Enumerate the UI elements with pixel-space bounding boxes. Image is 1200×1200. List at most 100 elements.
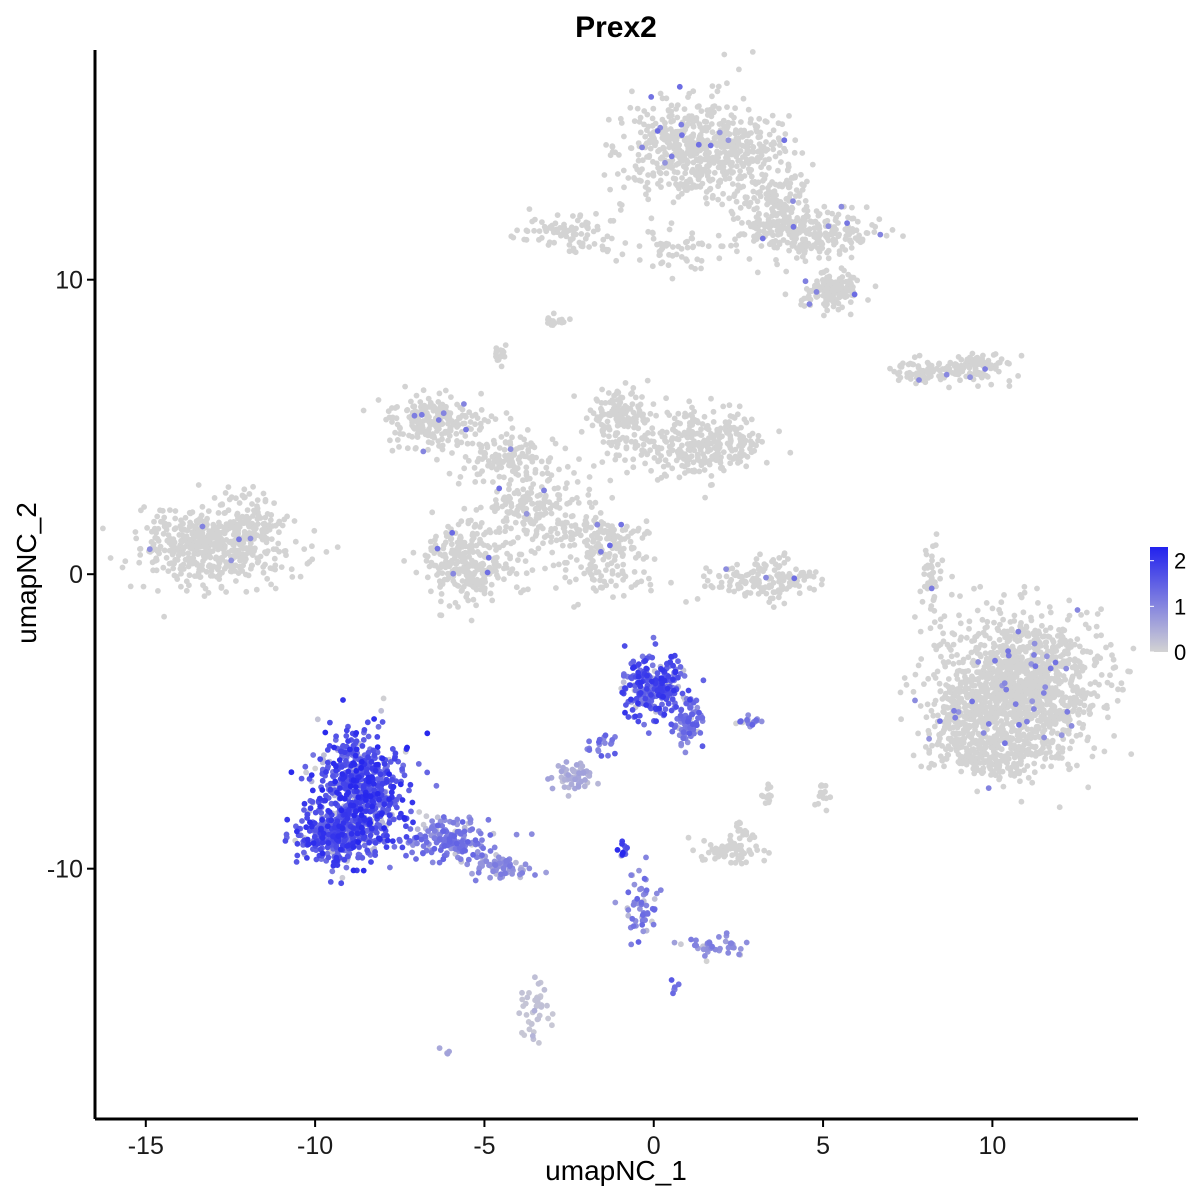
data-point [715,196,721,203]
data-point [676,185,682,192]
data-point [517,434,524,440]
data-point [570,245,577,252]
data-point [181,544,188,550]
data-point [949,573,955,580]
data-point [583,415,590,422]
data-point [809,243,816,250]
data-point [1026,687,1032,694]
data-point [1069,738,1075,745]
data-point [556,492,563,499]
data-point [165,568,172,574]
data-point [471,464,478,471]
data-point [729,565,736,572]
data-point [137,546,143,552]
data-point [793,566,799,573]
data-point [493,559,499,566]
data-point [811,225,818,232]
data-point [493,501,500,508]
data-point [535,545,542,552]
data-point [507,477,514,483]
data-point [662,120,668,126]
data-point [591,241,598,247]
data-point [983,632,989,639]
data-point [782,291,789,298]
data-point [564,463,571,470]
data-point [477,504,484,511]
data-point [551,485,558,492]
data-point [233,495,239,502]
data-point [600,439,607,445]
data-point [548,322,555,328]
data-point [943,365,949,372]
data-point [1083,609,1090,616]
data-point [1009,736,1015,743]
data-point [455,604,461,610]
data-point [457,533,464,540]
data-point [469,557,475,564]
data-point [709,584,716,591]
data-point [813,294,820,300]
data-point [163,526,170,533]
data-point [610,594,616,600]
data-point [540,512,547,518]
data-point [586,499,593,506]
data-point [803,286,810,292]
data-point [928,562,934,569]
data-point [445,428,451,435]
data-point [275,540,282,547]
data-point [927,625,934,632]
data-point [508,233,515,240]
data-point [413,392,420,399]
data-point [666,144,673,151]
data-point [701,467,708,473]
data-point [161,547,168,554]
data-point [745,106,752,113]
data-point [798,297,805,304]
data-point [539,525,546,532]
data-point [606,439,612,446]
data-point [556,496,563,503]
data-point [957,593,963,599]
data-point [683,413,690,419]
data-point [924,359,931,366]
data-point [493,350,499,357]
data-point [772,153,779,160]
data-point [702,494,708,501]
data-point [778,159,784,165]
data-point [628,530,635,536]
data-point [476,551,483,558]
data-point [167,507,173,513]
data-point [726,402,733,409]
data-point [1088,703,1094,709]
data-point [500,496,507,503]
data-point [668,579,674,586]
data-point [743,572,750,579]
data-point [1004,359,1011,366]
data-point [278,564,285,570]
data-point [669,465,676,472]
data-point [598,519,605,525]
data-point [1071,658,1078,664]
data-point [665,133,672,139]
data-point [1125,668,1131,675]
data-point [964,363,971,369]
data-point [392,429,398,436]
data-point [816,254,822,261]
data-point [500,459,506,465]
data-point [703,147,710,154]
data-point [650,158,656,165]
data-point [623,419,630,426]
data-point [419,422,426,429]
data-point [241,558,248,565]
data-point [1072,663,1078,669]
data-point [541,223,548,230]
data-point [733,242,740,248]
data-point [609,494,616,501]
data-point [1018,798,1025,805]
data-point [472,521,479,528]
data-point [463,594,470,600]
data-point [151,518,157,525]
data-point [624,469,630,476]
data-point [699,241,706,248]
data-point [725,421,731,428]
